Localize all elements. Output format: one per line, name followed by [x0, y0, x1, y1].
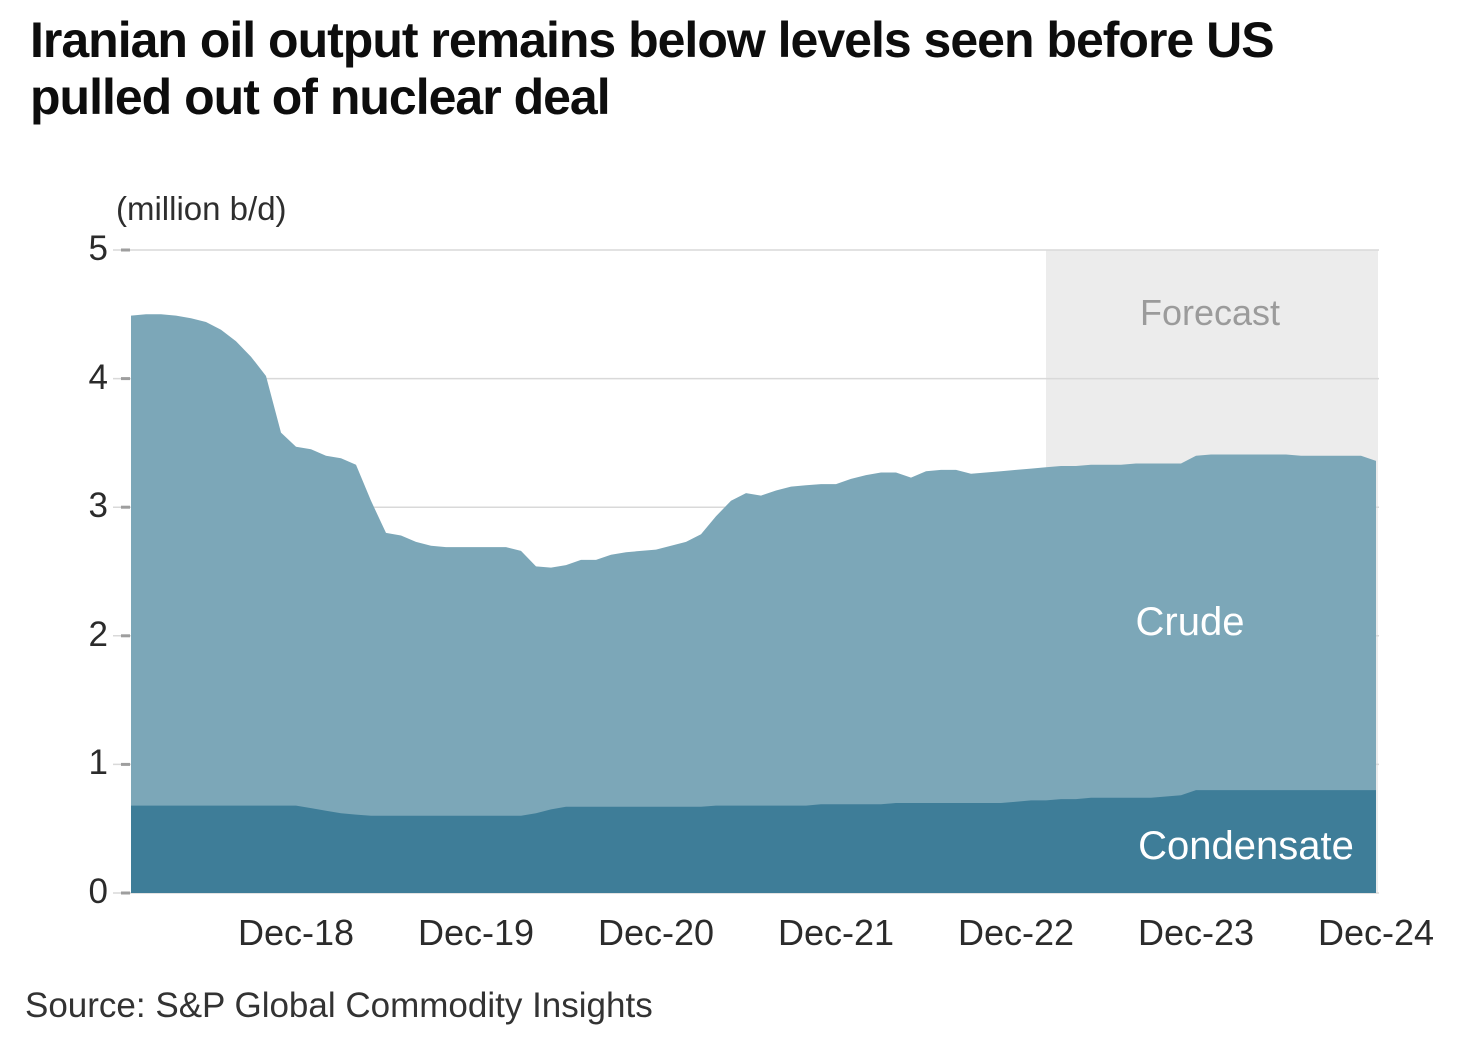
condensate-area	[131, 790, 1376, 893]
y-axis-tick-label: 1	[88, 743, 108, 783]
y-axis-tick-label: 0	[88, 872, 108, 912]
x-axis-tick-label: Dec-20	[597, 912, 715, 953]
crude-series-label: Crude	[1135, 600, 1245, 644]
x-axis-tick-label: Dec-22	[957, 912, 1075, 953]
y-axis-tick-label: 5	[88, 229, 108, 269]
forecast-region-label: Forecast	[1139, 292, 1281, 333]
x-axis-tick-label: Dec-24	[1317, 912, 1435, 953]
y-axis-tick-label: 2	[88, 614, 108, 654]
chart-title: Iranian oil output remains below levels …	[30, 12, 1275, 125]
source-attribution: Source: S&P Global Commodity Insights	[25, 986, 653, 1025]
x-axis-tick-label: Dec-21	[777, 912, 895, 953]
x-axis-tick-label: Dec-18	[237, 912, 355, 953]
condensate-series-label: Condensate	[1138, 824, 1354, 868]
y-axis-tick-label: 4	[88, 357, 108, 397]
y-axis-labels: 0 1 2 3 4 5	[0, 0, 108, 1052]
y-axis-unit-label: (million b/d)	[116, 190, 287, 227]
x-axis-tick-label: Dec-23	[1137, 912, 1255, 953]
y-axis-tick-label: 3	[88, 486, 108, 526]
x-axis-tick-label: Dec-19	[417, 912, 535, 953]
crude-area	[131, 314, 1376, 893]
